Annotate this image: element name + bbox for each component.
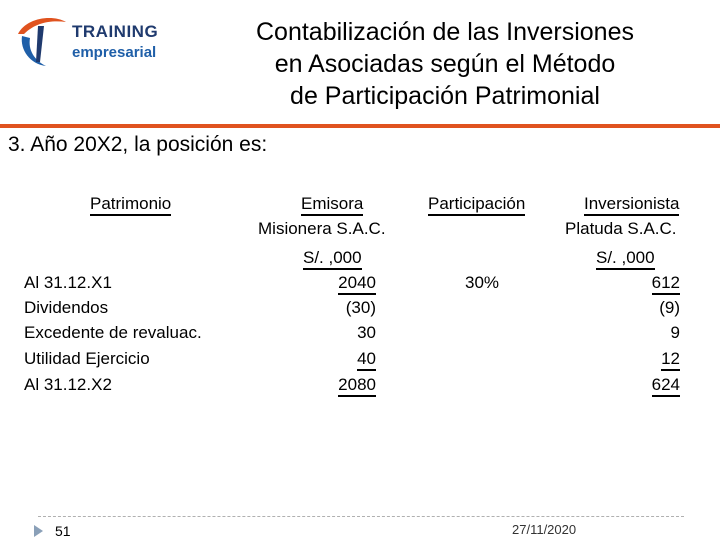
row-emisora-value: 30 [357,323,376,342]
emisora-unit: S/. ,000 [303,248,362,270]
title-divider [0,124,720,128]
header-patrimonio: Patrimonio [90,194,172,216]
header-emisora: Emisora [301,194,364,216]
row-label: Al 31.12.X1 [24,273,112,292]
row-inversionista-value: 624 [651,375,680,397]
title-line-1: Contabilización de las Inversiones [256,18,634,46]
logo-text-empresarial: empresarial [72,44,157,61]
logo-swirl-icon [18,18,66,66]
row-emisora-value: (30) [345,298,376,317]
row-emisora-value: 2080 [338,375,376,397]
header-inversionista: Inversionista [584,194,680,216]
footer-date: 27/11/2020 [512,522,577,537]
emisora-company-name: Misionera S.A.C. [258,219,386,238]
page-number: 51 [55,523,71,539]
footer-divider [38,516,684,517]
row-label: Dividendos [24,298,109,317]
row-participacion-value: 30% [465,273,500,292]
row-label: Excedente de revaluac. [24,323,202,342]
title-line-2: en Asociadas según el Método [274,50,616,78]
inversionista-unit: S/. ,000 [596,248,655,270]
row-emisora-value: 40 [357,349,376,371]
training-empresarial-logo: TRAINING empresarial [12,12,182,72]
row-inversionista-value: 9 [670,323,680,342]
inversionista-company-name: Platuda S.A.C. [565,219,677,238]
section-subtitle: 3. Año 20X2, la posición es: [8,133,268,156]
page-title: Contabilización de las Inversiones en As… [190,16,700,112]
row-inversionista-value: 612 [651,273,680,295]
row-label: Al 31.12.X2 [24,375,112,394]
row-emisora-value: 2040 [338,273,376,295]
row-inversionista-value: (9) [659,298,680,317]
title-line-3: de Participación Patrimonial [290,82,600,110]
header-participacion: Participación [428,194,526,216]
row-inversionista-value: 12 [661,349,680,371]
row-label: Utilidad Ejercicio [24,349,150,368]
logo-text-training: TRAINING [72,22,159,41]
bullet-arrow-icon [34,525,43,537]
